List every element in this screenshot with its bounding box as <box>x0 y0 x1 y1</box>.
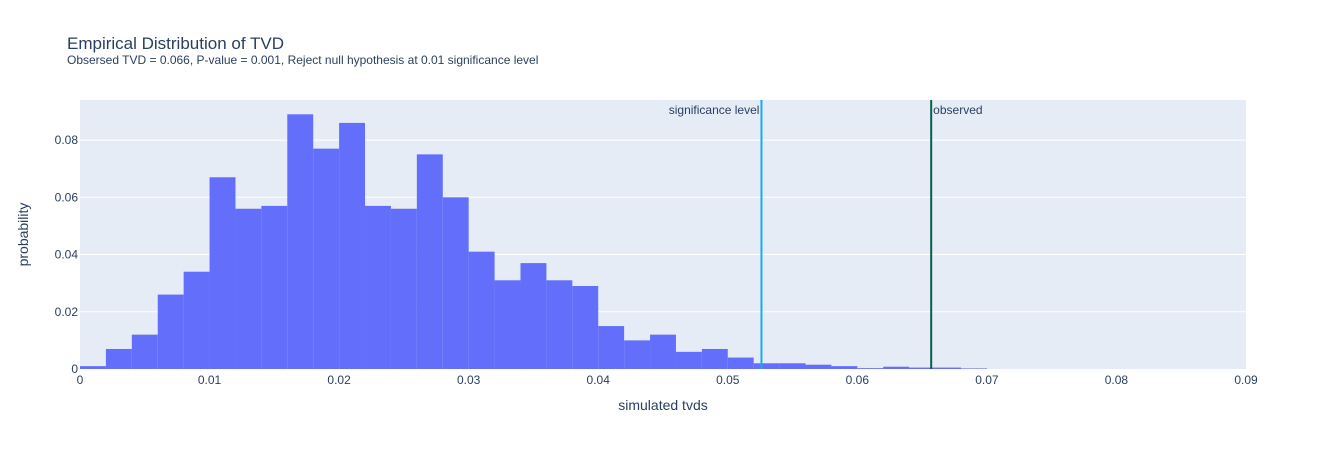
chart-title: Empirical Distribution of TVD <box>67 34 284 53</box>
histogram-bar <box>598 326 625 369</box>
y-tick-label: 0.04 <box>55 248 79 262</box>
y-tick-label: 0 <box>71 362 78 376</box>
histogram-bar <box>339 122 366 369</box>
histogram-bar <box>935 367 961 369</box>
histogram-bar <box>805 364 832 369</box>
histogram-bar <box>675 351 702 369</box>
histogram-bar <box>416 154 443 369</box>
histogram-bar <box>80 366 106 369</box>
histogram-bar <box>442 197 469 369</box>
histogram-bar <box>650 334 676 369</box>
x-tick-label: 0.01 <box>198 373 222 387</box>
histogram-bar <box>779 363 806 369</box>
x-tick-label: 0.07 <box>975 373 999 387</box>
reference-lines: significance level observed <box>669 100 983 369</box>
histogram-bar <box>960 368 987 369</box>
histogram-bar <box>261 205 288 369</box>
y-axis-title: probability <box>15 203 31 267</box>
vline-label: observed <box>933 103 982 117</box>
histogram-bar <box>753 363 780 369</box>
histogram-bar <box>727 357 754 369</box>
x-tick-label: 0.04 <box>587 373 611 387</box>
y-axis-ticks: 0 0.02 0.04 0.06 0.08 <box>55 133 79 376</box>
x-tick-label: 0.08 <box>1105 373 1129 387</box>
histogram-bar <box>157 294 184 369</box>
chart-subtitle: Obsersed TVD = 0.066, P-value = 0.001, R… <box>67 53 539 67</box>
histogram-bar <box>520 263 547 369</box>
histogram-bar <box>287 114 314 370</box>
histogram-bar <box>105 348 132 369</box>
histogram-bar <box>624 340 651 369</box>
x-axis-title: simulated tvds <box>618 397 707 413</box>
histogram-bar <box>209 177 236 369</box>
histogram-bar <box>365 205 391 369</box>
histogram-bar <box>572 286 599 369</box>
histogram-bar <box>701 348 728 369</box>
histogram-bar <box>831 366 858 369</box>
histogram-bar <box>183 271 210 369</box>
y-tick-label: 0.02 <box>55 305 79 319</box>
x-tick-label: 0.05 <box>716 373 740 387</box>
y-tick-label: 0.08 <box>55 133 79 147</box>
histogram-bar <box>494 280 521 369</box>
x-tick-label: 0.02 <box>327 373 351 387</box>
histogram-bar <box>857 368 884 369</box>
histogram-bar <box>546 280 573 369</box>
histogram-bars <box>80 114 987 370</box>
x-tick-label: 0.09 <box>1234 373 1258 387</box>
histogram-bar <box>235 208 262 369</box>
histogram-bar <box>390 208 417 369</box>
y-tick-label: 0.06 <box>55 190 79 204</box>
x-axis-ticks: 0 0.01 0.02 0.03 0.04 0.05 0.06 0.07 0.08 0.09 <box>77 373 1258 387</box>
histogram-bar <box>883 366 910 369</box>
histogram-bar <box>313 148 340 369</box>
histogram-bar <box>131 334 158 369</box>
histogram-bar <box>909 367 936 369</box>
x-tick-label: 0.06 <box>846 373 870 387</box>
x-tick-label: 0 <box>77 373 84 387</box>
vline-label: significance level <box>669 103 760 117</box>
x-tick-label: 0.03 <box>457 373 481 387</box>
histogram-bar <box>468 251 495 369</box>
